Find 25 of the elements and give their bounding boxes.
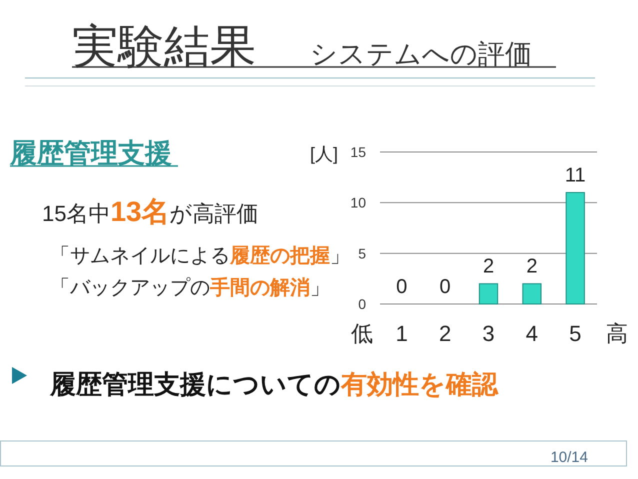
data-label: 11 xyxy=(564,164,586,187)
data-label: 2 xyxy=(526,256,538,278)
text: 低 xyxy=(351,321,373,346)
text: 10/14 xyxy=(550,449,588,466)
y-tick-label: 0 xyxy=(358,296,366,312)
text: 高 xyxy=(606,321,628,346)
text: 履歴管理支援 xyxy=(9,138,172,168)
x-tick-label: 3 xyxy=(482,321,495,346)
chart-title: 実験結果 xyxy=(72,21,256,72)
text: 「バックアップの手間の解消」 xyxy=(50,276,330,299)
y-tick-label: 15 xyxy=(350,144,366,160)
chart-subtitle: システムへの評価 xyxy=(310,39,532,69)
text: 履歴管理支援についての有効性を確認 xyxy=(49,369,499,399)
y-tick-label: 5 xyxy=(358,245,366,262)
x-tick-label: 5 xyxy=(569,321,582,346)
data-label: 0 xyxy=(440,276,451,298)
data-label: 0 xyxy=(396,276,408,298)
y-axis-title: [人] xyxy=(310,144,338,164)
y-tick-label: 10 xyxy=(350,194,366,211)
text: 「サムネイルによる履歴の把握」 xyxy=(50,245,350,267)
x-tick-label: 4 xyxy=(526,321,538,346)
x-tick-label: 1 xyxy=(396,321,408,346)
text: 15名中13名が高評価 xyxy=(42,196,259,227)
data-label: 2 xyxy=(482,256,494,278)
x-tick-label: 2 xyxy=(438,321,452,346)
